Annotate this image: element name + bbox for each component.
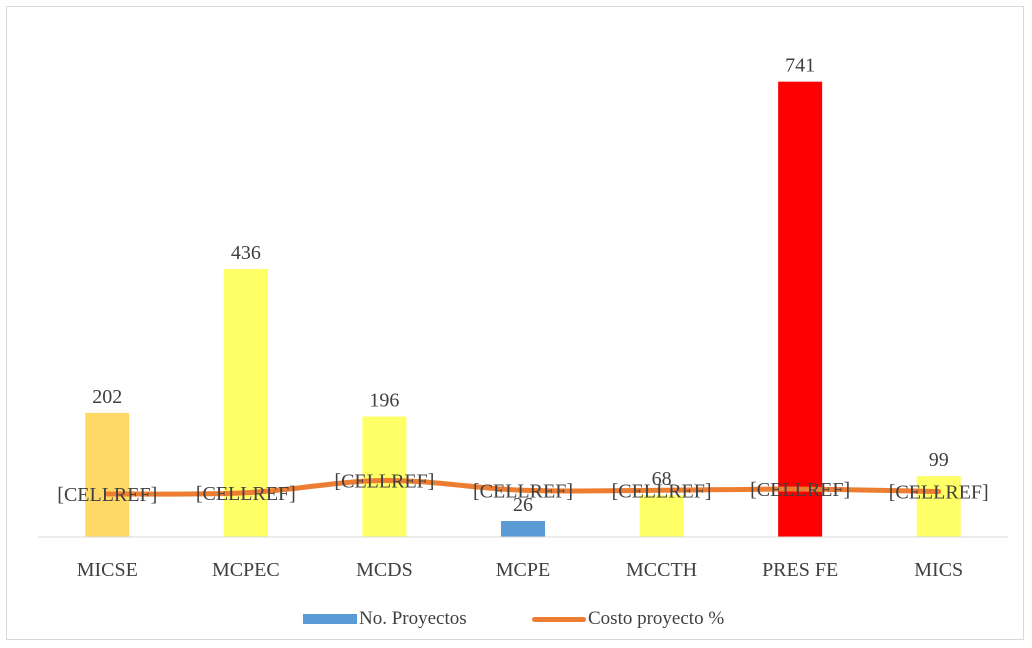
line-data-label: [CELLREF] xyxy=(889,482,989,504)
bar-data-label: 741 xyxy=(785,55,815,77)
legend-item-line: Costo proyecto % xyxy=(532,604,724,634)
legend-item-bars: No. Proyectos xyxy=(303,604,467,634)
legend-swatch-bars xyxy=(303,614,357,624)
series-line xyxy=(104,477,942,497)
bar xyxy=(916,476,961,537)
bar-data-label: 202 xyxy=(92,386,122,408)
bar xyxy=(639,495,684,537)
legend: No. Proyectos Costo proyecto % xyxy=(0,604,1032,634)
x-tick-label: MCPE xyxy=(496,559,550,581)
x-tick-label: PRES FE xyxy=(762,559,838,581)
bar xyxy=(362,416,407,537)
line-data-label: [CELLREF] xyxy=(612,480,712,502)
bar-data-label: 99 xyxy=(929,449,949,471)
bar xyxy=(501,521,545,537)
bar-data-label: 68 xyxy=(652,468,672,490)
x-tick-label: MCCTH xyxy=(626,559,697,581)
bar-data-label: 436 xyxy=(231,242,261,264)
legend-label-bars: No. Proyectos xyxy=(359,608,467,629)
line-data-label: [CELLREF] xyxy=(196,483,296,505)
line-data-label: [CELLREF] xyxy=(750,479,850,501)
bar-data-label: 26 xyxy=(513,494,533,516)
line-data-label: [CELLREF] xyxy=(473,480,573,502)
legend-label-line: Costo proyecto % xyxy=(588,608,725,629)
x-tick-label: MCDS xyxy=(356,559,413,581)
line-data-label: [CELLREF] xyxy=(57,484,157,506)
x-tick-label: MCPEC xyxy=(212,559,280,581)
x-tick-label: MICS xyxy=(914,559,963,581)
legend-swatch-line xyxy=(532,616,586,622)
line-data-label: [CELLREF] xyxy=(334,470,434,492)
bar-data-label: 196 xyxy=(369,390,399,412)
bar xyxy=(85,412,130,537)
x-tick-label: MICSE xyxy=(77,559,138,581)
bar xyxy=(778,81,823,537)
